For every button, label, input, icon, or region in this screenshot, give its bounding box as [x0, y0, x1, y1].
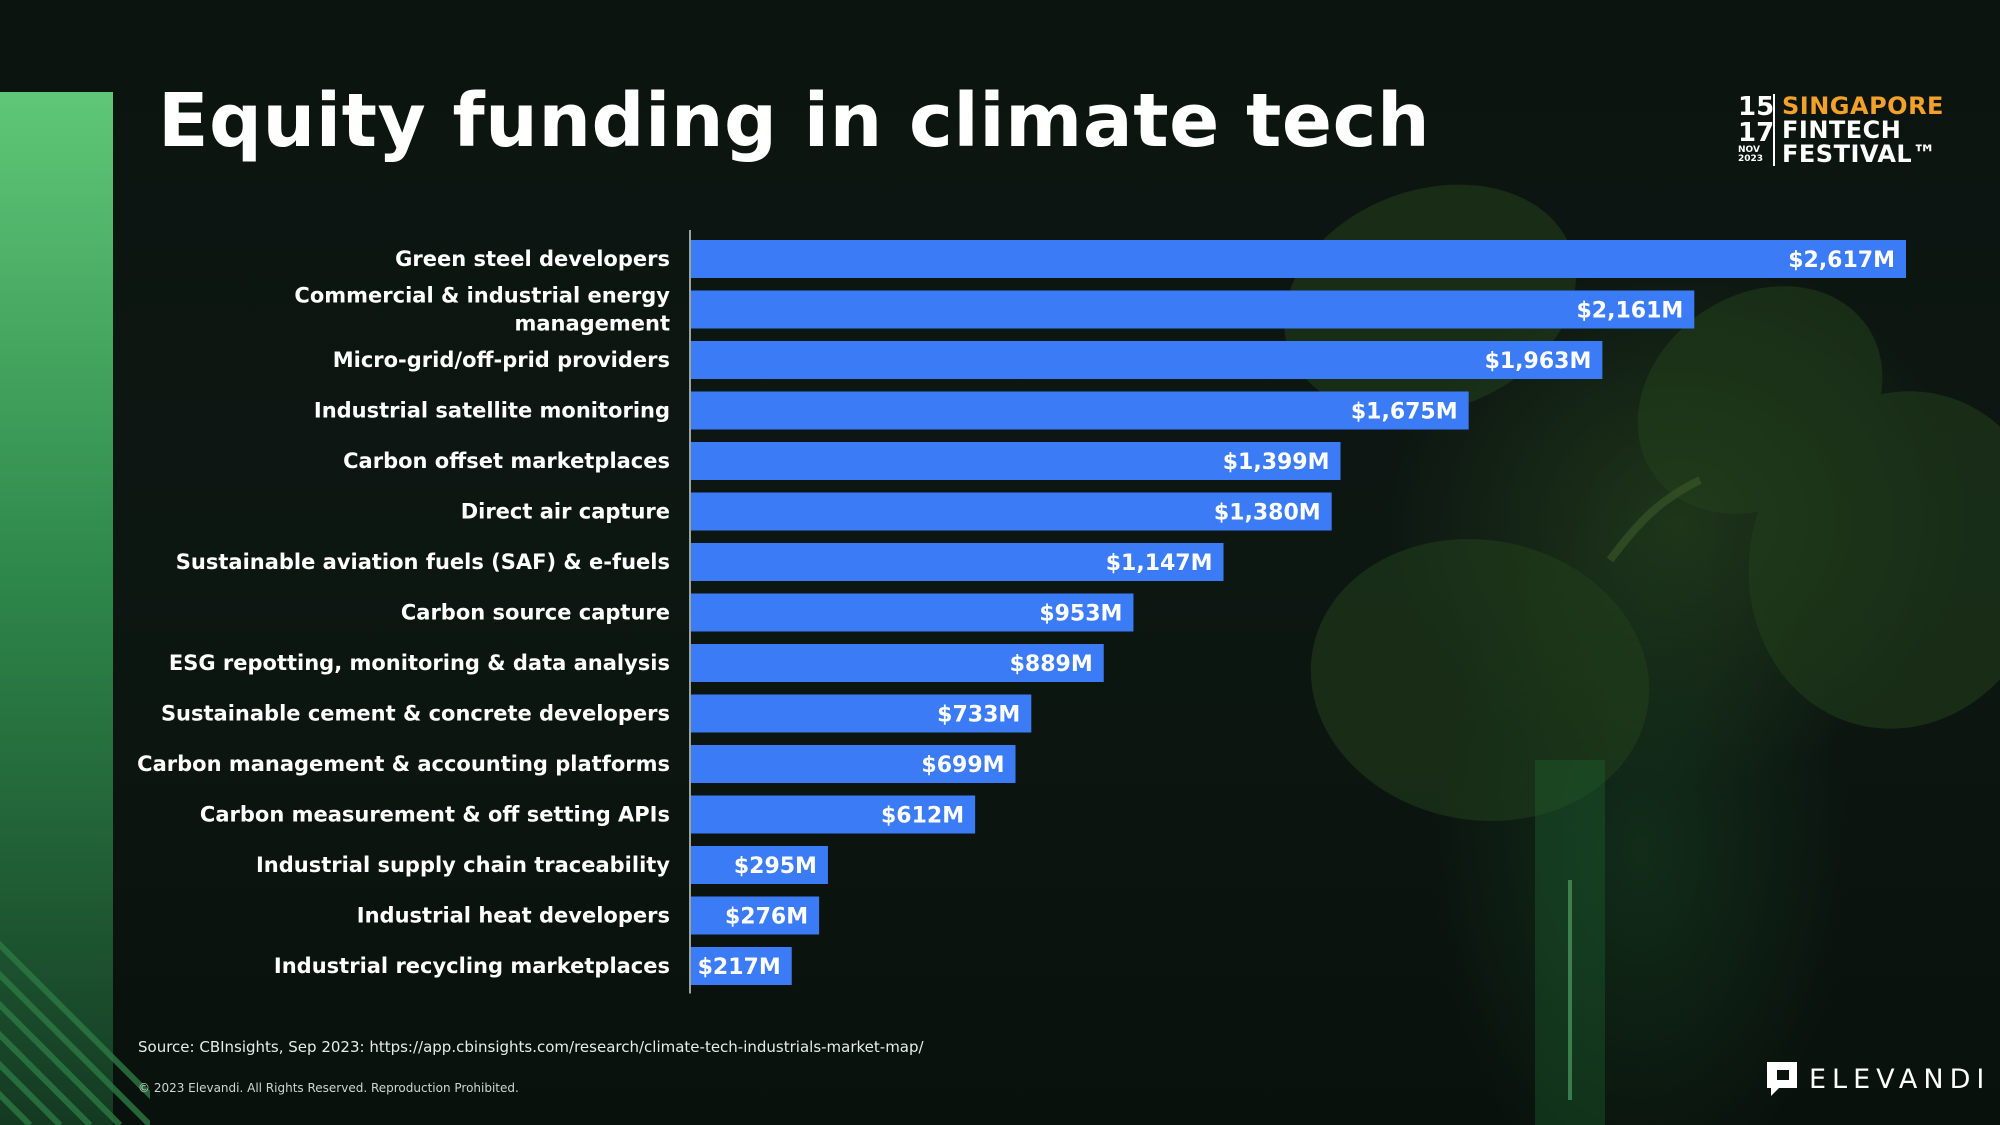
category-label-line: Green steel developers [395, 247, 670, 271]
event-name-line1: SINGAPORE [1782, 92, 1944, 120]
category-label-line: ESG repotting, monitoring & data analysi… [169, 651, 670, 675]
category-label-line: Industrial heat developers [357, 904, 670, 928]
bar-value-label: $1,399M [1223, 450, 1330, 475]
category-label: Carbon offset marketplaces [343, 449, 670, 473]
event-name-line3: FESTIVAL™ [1782, 140, 1937, 168]
logo-divider [1773, 94, 1775, 166]
bar [691, 896, 820, 935]
event-year: 2023 [1738, 154, 1764, 164]
category-label: Sustainable cement & concrete developers [161, 702, 670, 726]
bar-value-label: $217M [698, 955, 781, 980]
bar-value-label: $2,161M [1576, 299, 1683, 324]
category-label: Direct air capture [461, 500, 670, 524]
bar-value-label: $276M [725, 905, 808, 930]
category-label-line: Sustainable cement & concrete developers [161, 702, 670, 726]
bar-value-label: $1,675M [1351, 400, 1458, 425]
event-month: NOV [1738, 145, 1760, 155]
bar-value-label: $699M [921, 753, 1004, 778]
source-note: Source: CBInsights, Sep 2023: https://ap… [138, 1038, 924, 1056]
category-label-line: Industrial satellite monitoring [314, 399, 670, 423]
accent-bar [0, 92, 113, 1125]
category-label-line: Carbon offset marketplaces [343, 449, 670, 473]
category-label-line: Carbon management & accounting platforms [137, 752, 670, 776]
bar-value-label: $2,617M [1788, 248, 1895, 273]
category-label: Industrial satellite monitoring [314, 399, 670, 423]
event-name: SINGAPORE FINTECH FESTIVAL™ [1782, 94, 1944, 166]
bar-value-label: $1,380M [1214, 501, 1321, 526]
bar [691, 947, 792, 985]
bar-value-label: $612M [881, 804, 964, 829]
category-label-line: Carbon source capture [401, 601, 670, 625]
bar-value-label: $889M [1010, 652, 1093, 677]
bar [691, 290, 1695, 329]
category-label-line: management [514, 312, 670, 336]
bar [691, 745, 1016, 783]
category-label: Industrial supply chain traceability [256, 853, 670, 877]
bar [691, 391, 1469, 430]
page-title: Equity funding in climate tech [158, 78, 1431, 164]
category-label: Micro-grid/off-prid providers [333, 348, 670, 372]
bar-value-label: $733M [937, 703, 1020, 728]
bar [691, 492, 1332, 531]
bar [691, 442, 1341, 480]
category-label-line: Sustainable aviation fuels (SAF) & e-fue… [176, 550, 670, 574]
category-label: Green steel developers [395, 247, 670, 271]
category-label: Carbon source capture [401, 601, 670, 625]
category-label-line: Industrial recycling marketplaces [274, 954, 670, 978]
bar [691, 341, 1603, 379]
category-label: Commercial & industrial energy management [294, 284, 670, 336]
bar [691, 240, 1906, 278]
category-label-line: Industrial supply chain traceability [256, 853, 670, 877]
event-name-line2: FINTECH [1782, 116, 1902, 144]
decorative-stripes [0, 940, 150, 1125]
category-label: Carbon management & accounting platforms [137, 752, 670, 776]
bar-value-label: $1,963M [1485, 349, 1592, 374]
bar [691, 846, 828, 884]
category-label: Industrial heat developers [357, 904, 670, 928]
category-label-line: Commercial & industrial energy [294, 284, 670, 308]
copyright-note: © 2023 Elevandi. All Rights Reserved. Re… [138, 1081, 519, 1095]
brand-name: ELEVANDI [1809, 1063, 1991, 1095]
category-label: Sustainable aviation fuels (SAF) & e-fue… [176, 550, 670, 574]
category-label-line: Carbon measurement & off setting APIs [200, 803, 670, 827]
category-label: Industrial recycling marketplaces [274, 954, 670, 978]
category-label: Carbon measurement & off setting APIs [200, 803, 670, 827]
category-label-line: Micro-grid/off-prid providers [333, 348, 670, 372]
bar-value-label: $295M [734, 854, 817, 879]
bar-value-label: $1,147M [1106, 551, 1213, 576]
event-logo: 15 17 NOV 2023 SINGAPORE FINTECH FESTIVA… [1738, 94, 1953, 168]
brand-logo: ELEVANDI [1765, 1060, 1990, 1098]
bar-value-label: $953M [1039, 602, 1122, 627]
elevandi-logo-icon [1767, 1062, 1797, 1096]
bar [691, 644, 1104, 682]
bar [691, 795, 976, 834]
category-label-line: Direct air capture [461, 500, 670, 524]
bar [691, 543, 1224, 581]
bar [691, 593, 1134, 632]
category-label: ESG repotting, monitoring & data analysi… [169, 651, 670, 675]
bar [691, 694, 1032, 733]
